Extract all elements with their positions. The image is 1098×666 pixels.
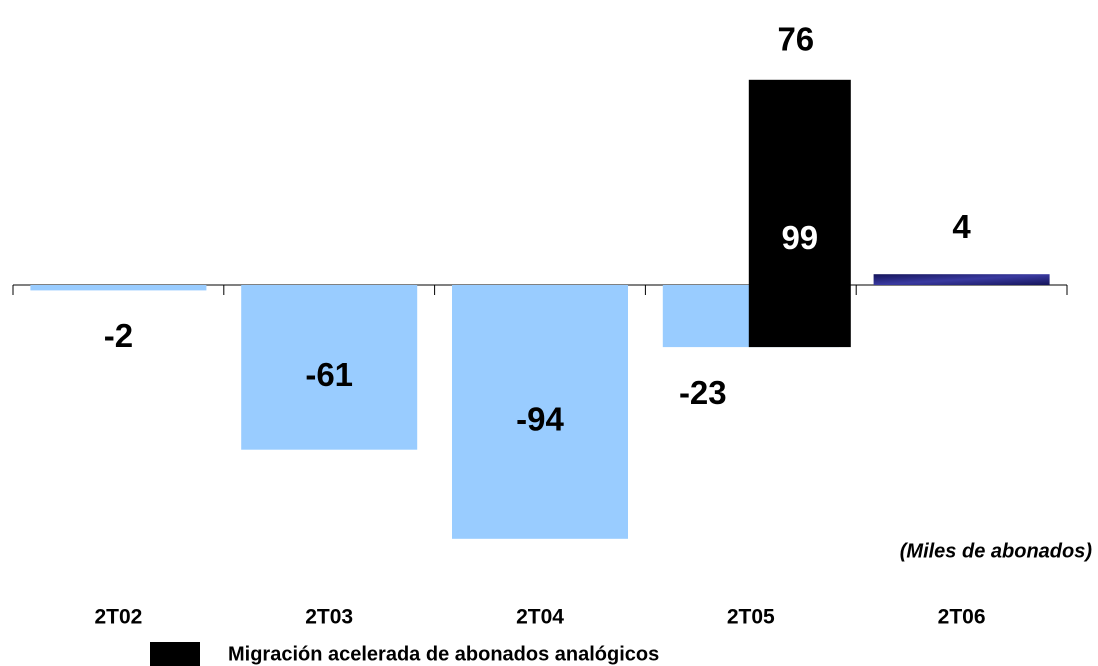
x-tick-label: 2T05: [727, 606, 775, 629]
value-label: 99: [781, 219, 818, 256]
x-tick-label: 2T02: [94, 606, 142, 629]
unit-note: (Miles de abonados): [900, 540, 1093, 562]
bar: [452, 285, 628, 539]
x-tick-label: 2T04: [516, 606, 564, 629]
legend-label: Migración acelerada de abonados analógic…: [228, 643, 659, 665]
bar: [241, 285, 418, 450]
value-label: -61: [305, 356, 353, 393]
value-label: -2: [104, 317, 133, 354]
bar: [873, 274, 1050, 285]
total-label: 76: [777, 21, 814, 58]
legend-swatch: [150, 642, 200, 666]
bar: [30, 285, 207, 291]
value-label: -23: [679, 374, 727, 411]
x-tick-label: 2T03: [305, 606, 353, 629]
value-label: -94: [516, 401, 564, 438]
value-label: 4: [952, 208, 971, 245]
x-tick-label: 2T06: [938, 606, 986, 629]
bar-segment: [748, 79, 851, 348]
